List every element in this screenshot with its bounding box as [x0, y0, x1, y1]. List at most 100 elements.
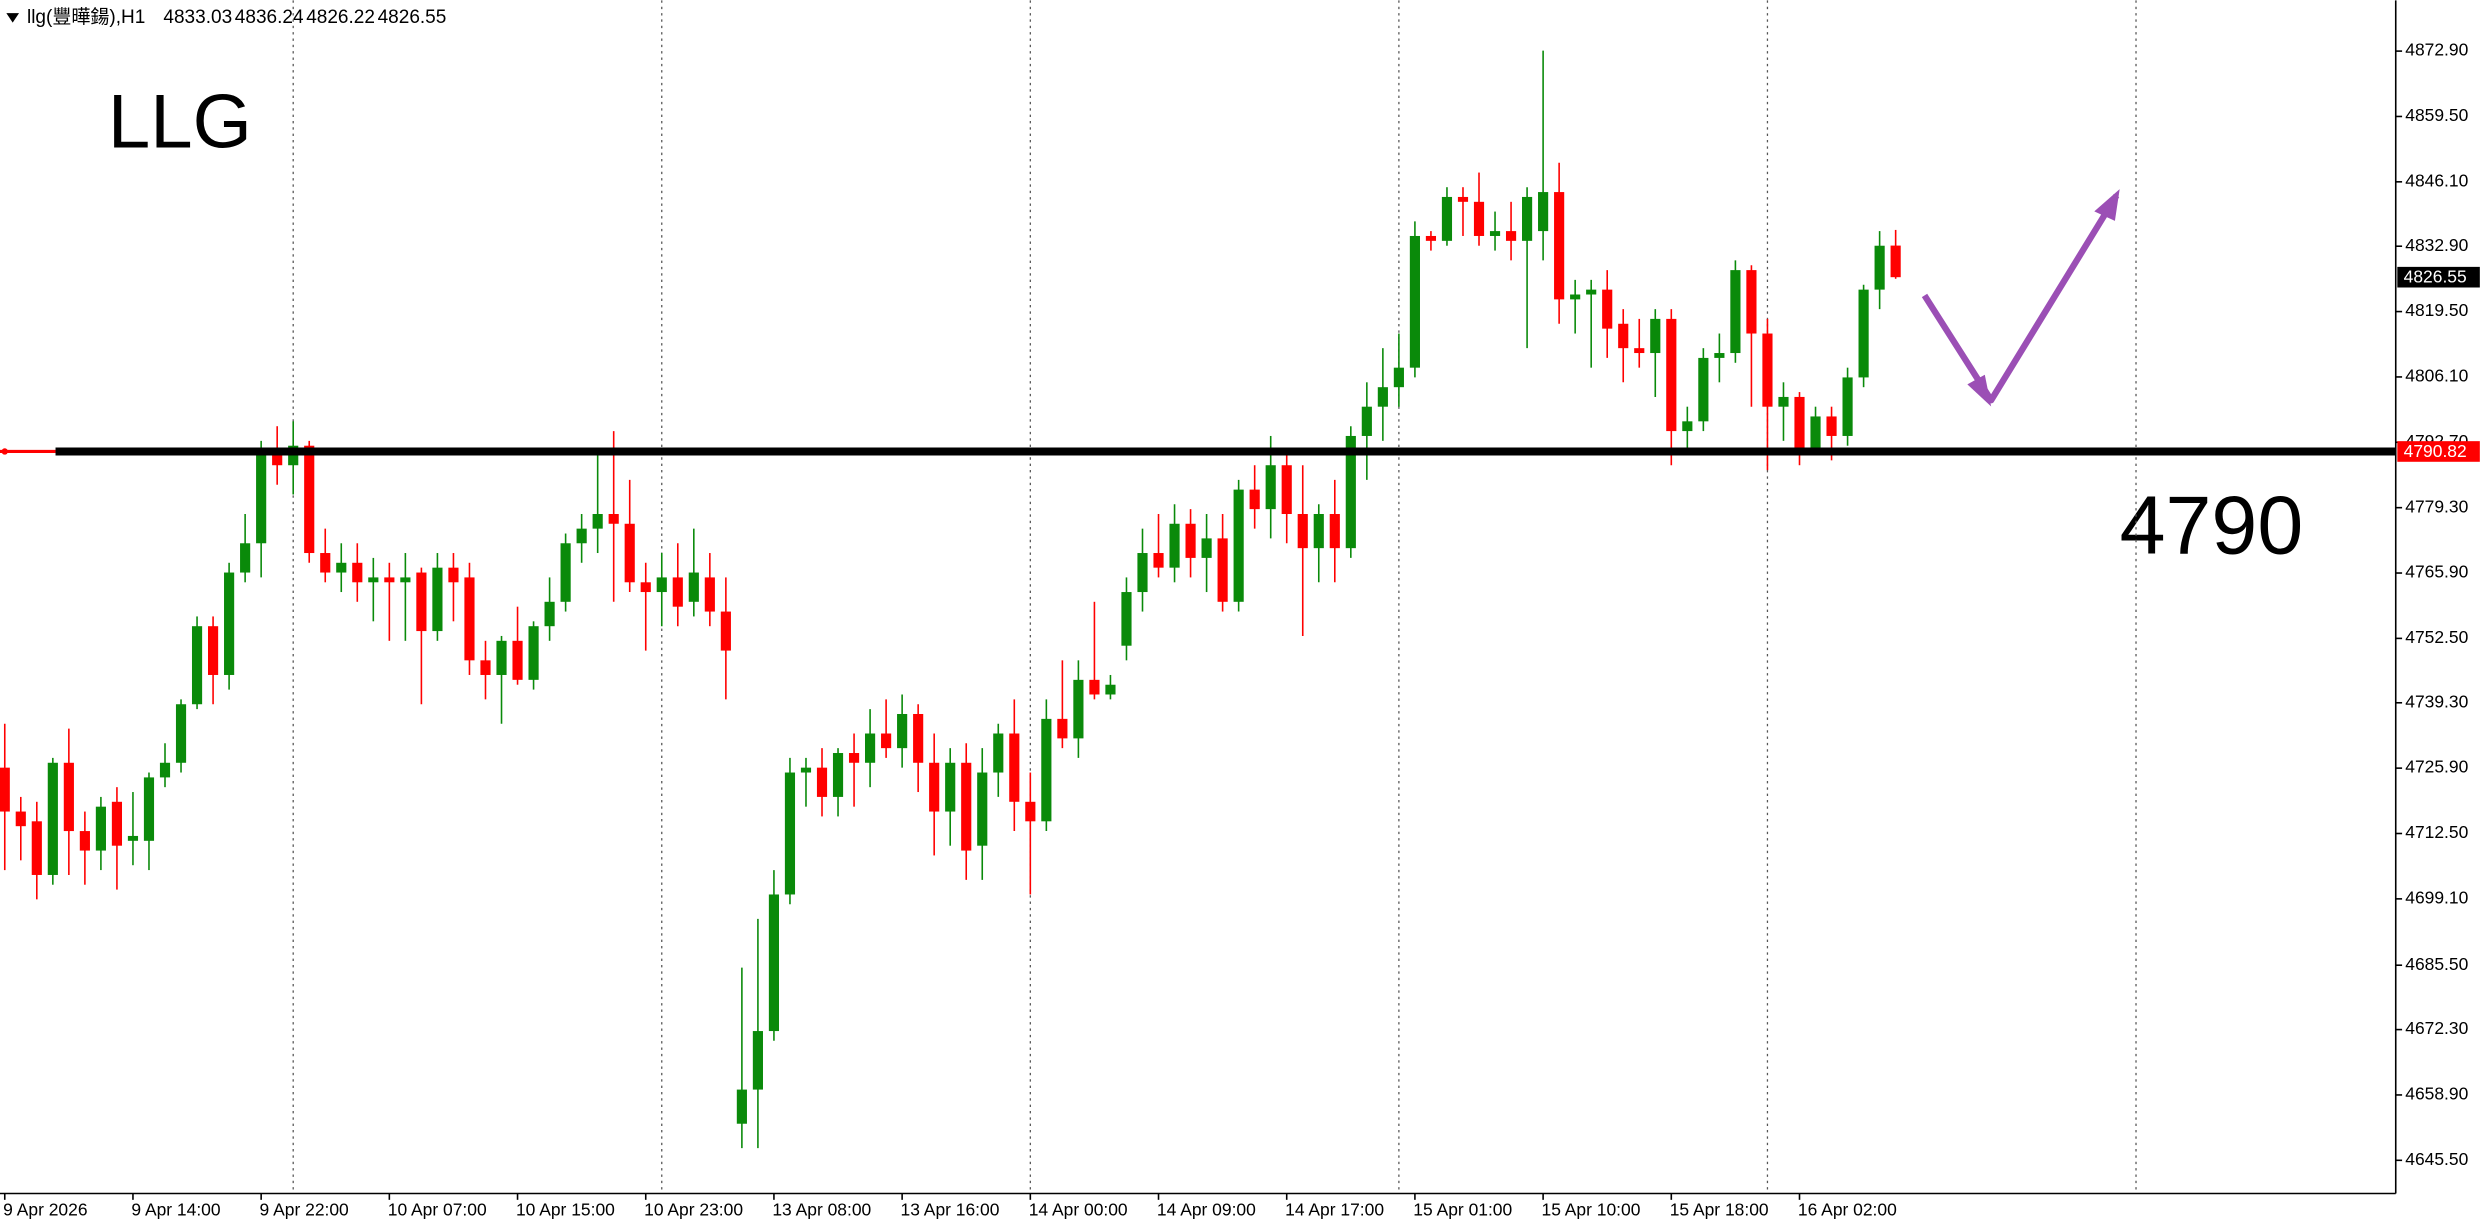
y-tick-label: 4765.90: [2405, 562, 2468, 582]
candle-body: [1233, 489, 1244, 602]
candle-body: [1409, 235, 1420, 368]
candle-body: [736, 1089, 747, 1124]
candle-body: [0, 767, 10, 812]
x-tick-label: 15 Apr 10:00: [1542, 1200, 1641, 1220]
candle-body: [240, 543, 251, 573]
candle-body: [1089, 679, 1100, 695]
y-tick-label: 4819.50: [2405, 300, 2468, 320]
candle-body: [1586, 289, 1597, 295]
candle-body: [15, 811, 26, 827]
forecast-arrow: [1921, 193, 2120, 404]
candle-body: [608, 514, 619, 524]
candle-body: [496, 640, 507, 675]
candle-body: [1281, 465, 1292, 515]
candle-body: [1457, 196, 1469, 202]
candle-body: [1025, 801, 1036, 822]
candle-body: [256, 455, 267, 544]
candle-body: [368, 577, 379, 583]
candle-body: [432, 567, 443, 632]
candle-body: [1890, 245, 1901, 278]
y-tick-label: 4699.10: [2405, 887, 2468, 907]
x-tick-label: 13 Apr 08:00: [772, 1200, 871, 1220]
candle-body: [1842, 377, 1853, 436]
chart-title: llg(豐曄鍚),H1: [27, 6, 145, 28]
y-tick-label: 4832.90: [2405, 235, 2468, 255]
candle-body: [320, 553, 331, 573]
candle-body: [1810, 416, 1821, 451]
x-tick-label: 10 Apr 15:00: [516, 1200, 615, 1220]
y-tick-label: 4846.10: [2405, 170, 2468, 190]
candle-body: [127, 835, 139, 841]
candle-body: [1073, 679, 1084, 739]
candle-body: [1377, 387, 1388, 407]
candle-body: [993, 733, 1004, 773]
candle-body: [79, 831, 90, 851]
candle-body: [191, 626, 203, 705]
x-tick-label: 9 Apr 14:00: [131, 1200, 220, 1220]
y-tick-label: 4779.30: [2405, 496, 2468, 516]
candle-body: [1794, 396, 1805, 451]
header-low: 4826.22: [306, 7, 375, 28]
candle-body: [400, 577, 411, 583]
candle-body: [480, 660, 491, 675]
x-tick-label: 10 Apr 23:00: [644, 1200, 743, 1220]
candle-body: [528, 626, 539, 680]
candle-body: [288, 445, 299, 466]
candle-body: [464, 577, 475, 661]
candle-body: [688, 572, 699, 602]
candle-body: [416, 572, 427, 632]
level-price-box: [2397, 441, 2480, 462]
candle-body: [352, 562, 363, 583]
candle-body: [31, 821, 42, 875]
y-tick-label: 4658.90: [2405, 1084, 2468, 1104]
candle-body: [1153, 553, 1164, 568]
candle-body: [1858, 289, 1869, 378]
candle-body: [1778, 396, 1789, 407]
candle-body: [1602, 289, 1613, 329]
y-tick-label: 4725.90: [2405, 757, 2468, 777]
candle-body: [1265, 465, 1276, 510]
y-tick-label: 4806.10: [2405, 366, 2468, 386]
candle-body: [832, 753, 844, 797]
candle-body: [1874, 245, 1885, 290]
x-tick-label: 9 Apr 2026: [3, 1200, 87, 1220]
y-tick-label: 4872.90: [2405, 40, 2468, 60]
candle-body: [848, 753, 860, 763]
candle-body: [656, 577, 667, 593]
arrow-head-down: [1967, 374, 1992, 407]
candle-body: [576, 528, 587, 544]
candle-body: [159, 762, 171, 778]
candle-body: [1522, 196, 1533, 241]
candle-body: [1169, 523, 1180, 568]
candle-body: [1714, 353, 1725, 358]
candle-body: [640, 582, 651, 593]
candle-body: [592, 514, 603, 529]
candle-body: [784, 772, 796, 895]
candle-body: [752, 1031, 763, 1090]
x-tick-label: 10 Apr 07:00: [388, 1200, 487, 1220]
y-tick-label: 4672.30: [2405, 1018, 2468, 1038]
candle-body: [111, 801, 123, 846]
candle-body: [143, 777, 155, 841]
arrow-head-up: [2094, 189, 2120, 221]
candle-body: [720, 611, 731, 651]
candle-body: [1425, 235, 1437, 241]
candle-body: [1345, 435, 1356, 549]
y-tick-label: 4752.50: [2405, 627, 2468, 647]
candle-body: [1249, 489, 1260, 510]
candle-body: [1618, 323, 1629, 349]
candle-body: [1009, 733, 1020, 802]
annotation-level: 4790: [2120, 480, 2304, 572]
candle-body: [448, 567, 459, 583]
candle-body: [1730, 270, 1741, 354]
candle-body: [1393, 367, 1404, 388]
last-price-label: 4826.55: [2404, 267, 2467, 287]
level-price-label: 4790.82: [2404, 441, 2467, 461]
candle-body: [304, 445, 315, 554]
candle-body: [47, 762, 58, 875]
y-tick-label: 4685.50: [2405, 954, 2468, 974]
y-tick-label: 4859.50: [2405, 105, 2468, 125]
candle-body: [1041, 718, 1052, 822]
